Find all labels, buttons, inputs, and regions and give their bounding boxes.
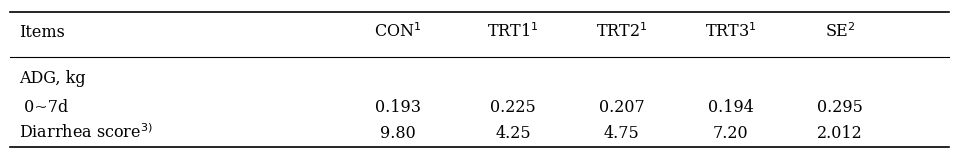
Text: 0.295: 0.295: [817, 99, 863, 116]
Text: ADG, kg: ADG, kg: [19, 69, 85, 87]
Text: TRT3$^1$: TRT3$^1$: [705, 23, 757, 41]
Text: 0.207: 0.207: [598, 99, 644, 116]
Text: 0.194: 0.194: [708, 99, 754, 116]
Text: 0~7d: 0~7d: [19, 99, 68, 116]
Text: 0.193: 0.193: [375, 99, 421, 116]
Text: 4.75: 4.75: [603, 125, 640, 142]
Text: 2.012: 2.012: [817, 125, 863, 142]
Text: 4.25: 4.25: [495, 125, 531, 142]
Text: 9.80: 9.80: [380, 125, 416, 142]
Text: TRT2$^1$: TRT2$^1$: [596, 23, 647, 41]
Text: 7.20: 7.20: [713, 125, 749, 142]
Text: SE$^2$: SE$^2$: [825, 23, 855, 41]
Text: Diarrhea score$^{3)}$: Diarrhea score$^{3)}$: [19, 124, 153, 142]
Text: TRT1$^1$: TRT1$^1$: [487, 23, 539, 41]
Text: 0.225: 0.225: [490, 99, 536, 116]
Text: CON$^1$: CON$^1$: [374, 23, 422, 41]
Text: Items: Items: [19, 24, 65, 41]
